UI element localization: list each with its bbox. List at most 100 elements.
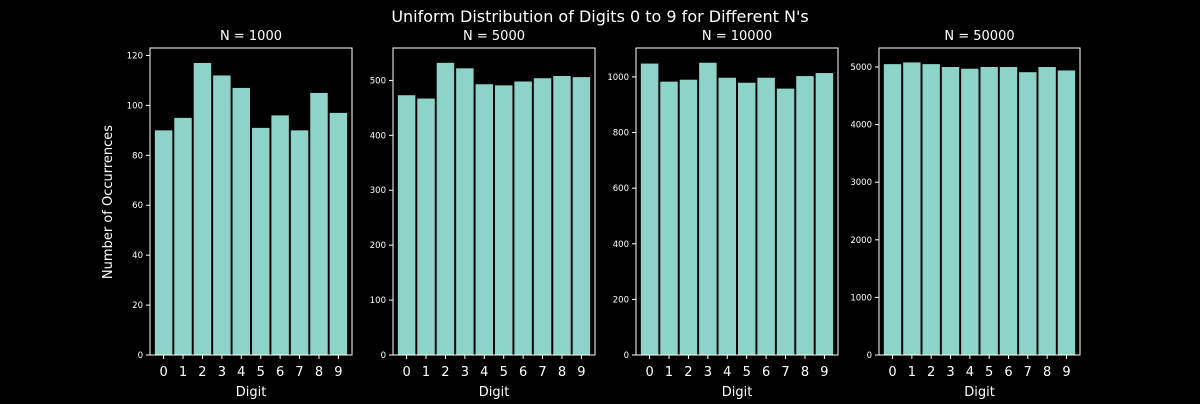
- bar-digit-7: [290, 130, 309, 355]
- x-tick-label: 3: [218, 365, 226, 380]
- x-tick-label: 1: [908, 365, 916, 380]
- bar-digit-5: [737, 82, 756, 355]
- x-tick-label: 6: [519, 365, 527, 380]
- bar-digit-1: [174, 117, 192, 355]
- x-tick-label: 2: [927, 365, 935, 380]
- subplot-title: N = 5000: [463, 29, 525, 44]
- y-tick-label: 80: [132, 151, 143, 161]
- x-tick-label: 6: [1004, 365, 1012, 380]
- bar-digit-6: [514, 81, 532, 355]
- x-tick-label: 7: [538, 365, 546, 380]
- x-tick-label: 8: [315, 365, 323, 380]
- bar-digit-1: [417, 98, 435, 355]
- y-tick-label: 200: [613, 295, 629, 305]
- bar-digit-8: [796, 76, 814, 355]
- y-tick-label: 100: [127, 101, 143, 111]
- x-tick-label: 0: [159, 365, 167, 380]
- y-tick-label: 300: [370, 186, 386, 196]
- x-tick-label: 4: [966, 365, 974, 380]
- bar-digit-3: [213, 75, 231, 356]
- y-tick-label: 500: [370, 76, 386, 86]
- x-tick-label: 5: [500, 365, 508, 380]
- subplot-title: N = 10000: [702, 29, 772, 44]
- y-tick-label: 600: [613, 184, 629, 194]
- x-tick-label: 3: [704, 365, 712, 380]
- bar-digit-9: [329, 112, 348, 355]
- x-tick-label: 0: [888, 365, 896, 380]
- x-tick-label: 9: [1062, 365, 1070, 380]
- bar-digit-2: [193, 62, 212, 355]
- bar-digit-5: [494, 85, 513, 355]
- x-tick-label: 2: [684, 365, 692, 380]
- bar-digit-5: [980, 67, 998, 355]
- bar-digit-2: [436, 62, 455, 355]
- bar-digit-8: [553, 76, 571, 355]
- x-tick-label: 5: [743, 365, 751, 380]
- figure-title: Uniform Distribution of Digits 0 to 9 fo…: [391, 7, 808, 26]
- y-tick-label: 5000: [850, 63, 872, 73]
- bar-digit-4: [232, 87, 251, 356]
- x-tick-label: 2: [441, 365, 449, 380]
- y-tick-label: 0: [867, 351, 872, 361]
- bar-digit-6: [757, 77, 775, 355]
- bar-digit-7: [533, 78, 552, 356]
- x-tick-label: 1: [422, 365, 430, 380]
- x-tick-label: 5: [257, 365, 265, 380]
- x-tick-label: 8: [558, 365, 566, 380]
- x-tick-label: 1: [179, 365, 187, 380]
- y-tick-label: 200: [370, 241, 386, 251]
- x-axis-label: Digit: [964, 385, 995, 400]
- x-tick-label: 7: [1024, 365, 1032, 380]
- x-axis-label: Digit: [722, 385, 753, 400]
- bar-digit-0: [883, 64, 902, 355]
- y-tick-label: 60: [132, 201, 143, 211]
- x-tick-label: 1: [665, 365, 673, 380]
- x-tick-label: 9: [577, 365, 585, 380]
- x-axis-label: Digit: [236, 385, 267, 400]
- bar-digit-4: [961, 68, 979, 356]
- x-tick-label: 9: [334, 365, 342, 380]
- bar-digit-8: [310, 92, 328, 356]
- plot-frame: [878, 47, 1081, 356]
- y-axis-label: Number of Occurrences: [101, 125, 116, 279]
- x-tick-label: 4: [723, 365, 731, 380]
- x-tick-label: 6: [762, 365, 770, 380]
- y-tick-label: 1000: [850, 293, 872, 303]
- bar-digit-9: [572, 77, 591, 356]
- x-tick-label: 0: [645, 365, 653, 380]
- bar-digit-0: [154, 130, 173, 355]
- bar-digit-8: [1038, 67, 1056, 355]
- y-tick-label: 400: [613, 240, 629, 250]
- x-tick-label: 7: [295, 365, 303, 380]
- bar-digit-4: [475, 84, 494, 355]
- x-tick-label: 5: [985, 365, 993, 380]
- subplot-title: N = 50000: [944, 29, 1014, 44]
- bar-digit-9: [815, 73, 834, 355]
- y-tick-label: 1000: [607, 73, 629, 83]
- x-tick-label: 8: [801, 365, 809, 380]
- bar-digit-9: [1057, 70, 1076, 356]
- y-tick-label: 100: [370, 296, 386, 306]
- bar-digit-1: [660, 81, 678, 356]
- plot-frame: [149, 47, 353, 356]
- x-tick-label: 4: [480, 365, 488, 380]
- x-tick-label: 9: [820, 365, 828, 380]
- x-tick-label: 6: [276, 365, 284, 380]
- x-axis-label: Digit: [479, 385, 510, 400]
- y-tick-label: 4000: [850, 121, 872, 131]
- x-tick-label: 7: [781, 365, 789, 380]
- bar-digit-6: [271, 115, 289, 355]
- bar-digit-3: [456, 68, 474, 355]
- bar-digit-0: [640, 63, 659, 355]
- y-tick-label: 400: [370, 131, 386, 141]
- bar-digit-5: [251, 127, 270, 356]
- bar-digit-1: [903, 62, 921, 356]
- bar-digit-3: [699, 62, 717, 356]
- y-tick-label: 0: [138, 351, 143, 361]
- y-tick-label: 120: [127, 51, 143, 61]
